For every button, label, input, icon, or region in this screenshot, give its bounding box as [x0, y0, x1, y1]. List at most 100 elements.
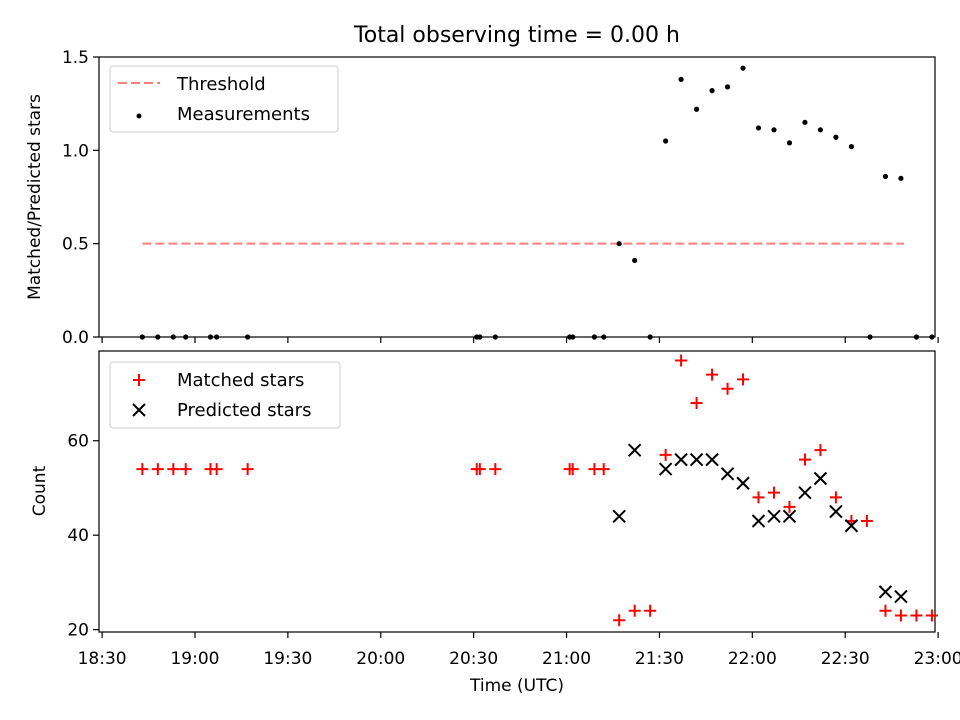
- matched-star-point: [767, 486, 780, 499]
- matched-star-point: [721, 382, 734, 395]
- x-tick-label: 21:30: [635, 649, 684, 669]
- legend-predicted-swatch: [132, 403, 146, 417]
- predicted-star-point: [894, 589, 908, 604]
- measurement-point: [170, 334, 176, 340]
- x-axis-label: Time (UTC): [469, 676, 564, 696]
- bottom-legend: Matched stars Predicted stars: [109, 361, 341, 429]
- predicted-stars-points: [612, 443, 908, 604]
- measurement-point: [632, 257, 638, 264]
- y-tick-label: 1.5: [62, 48, 89, 68]
- matched-star-point: [706, 368, 719, 381]
- matched-star-point: [628, 604, 641, 617]
- top-ylabel: Matched/Predicted stars: [25, 94, 45, 300]
- matched-star-point: [879, 604, 892, 617]
- measurement-point: [833, 134, 839, 140]
- measurement-point: [882, 173, 889, 180]
- bottom-legend-box: [109, 361, 341, 429]
- measurement-point: [802, 119, 808, 125]
- measurement-point: [616, 241, 622, 247]
- measurement-point: [848, 144, 855, 150]
- predicted-star-point: [674, 452, 688, 467]
- legend-matched-label: Matched stars: [177, 370, 304, 391]
- predicted-star-point: [736, 476, 750, 490]
- measurement-point: [817, 127, 824, 133]
- predicted-star-point: [829, 504, 843, 519]
- y-tick-label: 40: [67, 526, 89, 546]
- measurement-point: [771, 127, 777, 133]
- measurement-point: [724, 84, 731, 90]
- matched-star-point: [613, 614, 626, 627]
- matched-star-point: [798, 453, 811, 466]
- top-legend: Threshold Measurements: [109, 65, 339, 133]
- x-tick-label: 21:00: [542, 649, 591, 669]
- x-tick-label: 18:30: [78, 649, 127, 669]
- matched-star-point: [737, 373, 750, 386]
- measurement-point: [601, 334, 607, 340]
- x-tick-label: 23:00: [914, 649, 960, 669]
- measurement-point: [898, 175, 904, 181]
- measurement-point: [786, 140, 793, 146]
- matched-star-point: [151, 463, 164, 476]
- predicted-star-point: [798, 485, 812, 500]
- matched-star-point: [814, 444, 827, 457]
- y-tick-label: 60: [67, 432, 89, 452]
- measurement-point: [740, 65, 746, 71]
- measurement-point: [183, 334, 189, 340]
- matched-star-point: [179, 463, 192, 476]
- measurement-point: [867, 334, 873, 340]
- measurement-point: [591, 334, 598, 340]
- measurement-point: [207, 334, 214, 340]
- predicted-star-point: [658, 462, 673, 476]
- bottom-x-ticks: 18:30 19:00 19:30 20:00 20:30 21:00 21:30 22:00…: [78, 632, 960, 669]
- matched-star-point: [659, 448, 672, 461]
- measurement-point: [214, 334, 220, 340]
- measurement-point: [492, 334, 498, 340]
- top-legend-box: [109, 65, 339, 133]
- top-x-ticks: [101, 337, 939, 343]
- bottom-plot-frame: [98, 350, 936, 633]
- matched-star-point: [136, 463, 149, 476]
- predicted-star-point: [612, 509, 626, 524]
- legend-predicted-label: Predicted stars: [177, 400, 311, 421]
- measurement-point: [913, 334, 920, 340]
- measurement-points: [139, 65, 935, 340]
- matched-star-point: [473, 463, 486, 476]
- measurement-point: [678, 76, 684, 82]
- legend-measurements-label: Measurements: [177, 104, 310, 125]
- measurement-point: [139, 334, 145, 340]
- measurement-point: [245, 334, 251, 340]
- measurement-point: [709, 88, 715, 94]
- y-tick-label: 0.0: [62, 328, 89, 348]
- legend-matched-swatch: [133, 374, 145, 386]
- bottom-ylabel: Count: [30, 465, 50, 516]
- matched-star-point: [210, 463, 223, 476]
- bottom-y-ticks: 20 40 60: [67, 432, 99, 641]
- measurement-point: [647, 334, 653, 340]
- top-panel: 0.0 0.5 1.0 1.5 Threshold Measurements: [62, 48, 939, 348]
- y-tick-label: 0.5: [62, 235, 89, 255]
- predicted-star-point: [689, 452, 704, 467]
- x-tick-label: 20:30: [449, 649, 498, 669]
- matched-star-point: [690, 396, 703, 409]
- bottom-panel: 20 40 60 18:30 19:00 19:30 20:00 20:30 21:00 21:…: [67, 350, 960, 669]
- matched-star-point: [860, 515, 873, 528]
- predicted-star-point: [813, 471, 828, 486]
- matched-star-point: [167, 463, 180, 476]
- measurement-point: [755, 125, 762, 131]
- y-tick-label: 20: [67, 621, 89, 641]
- matched-star-point: [597, 463, 610, 476]
- top-plot-frame: [98, 56, 936, 338]
- predicted-star-point: [705, 452, 719, 467]
- matched-star-point: [894, 609, 907, 622]
- x-tick-label: 19:30: [263, 649, 312, 669]
- measurement-point: [663, 138, 669, 144]
- matched-star-point: [925, 609, 938, 622]
- predicted-star-point: [751, 514, 766, 528]
- x-tick-label: 19:00: [170, 649, 219, 669]
- measurement-point: [693, 106, 700, 112]
- predicted-star-point: [878, 585, 893, 599]
- matched-star-point: [644, 604, 657, 617]
- matched-star-point: [675, 354, 688, 367]
- legend-measurements-swatch: [136, 113, 142, 119]
- predicted-star-point: [782, 509, 797, 524]
